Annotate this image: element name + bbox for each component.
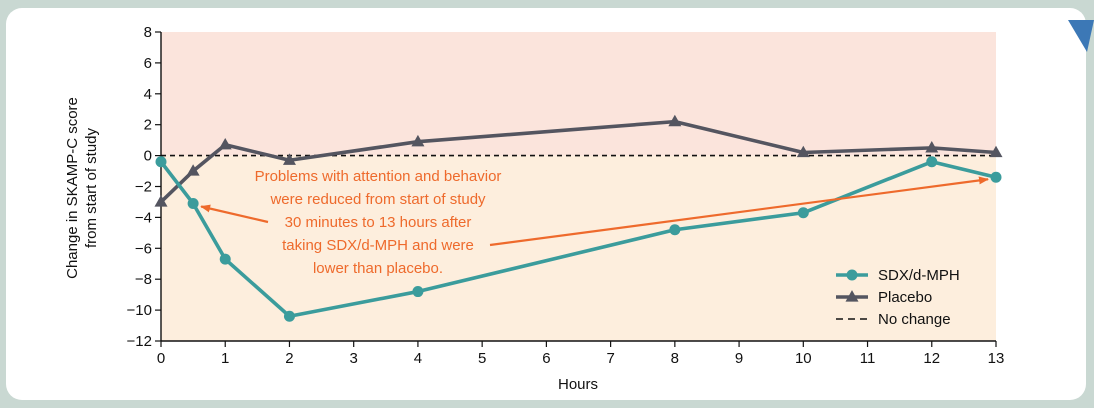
legend-label: Placebo — [878, 289, 932, 306]
x-tick-label: 2 — [285, 350, 293, 367]
legend-item-sdx: SDX/d-MPH — [836, 267, 960, 284]
data-point-placebo — [925, 141, 939, 153]
x-tick-label: 7 — [606, 350, 614, 367]
x-tick-label: 9 — [735, 350, 743, 367]
annotation-line: lower than placebo. — [313, 260, 443, 277]
x-tick-label: 10 — [795, 350, 812, 367]
y-tick-label: 8 — [144, 24, 152, 41]
x-tick-label: 0 — [157, 350, 165, 367]
y-tick-label: −10 — [127, 302, 152, 319]
data-point-sdx — [990, 171, 1002, 183]
x-tick-label: 13 — [988, 350, 1005, 367]
x-tick-label: 11 — [860, 350, 876, 367]
x-axis-label: Hours — [558, 376, 598, 393]
legend-item-placebo: Placebo — [836, 289, 932, 306]
legend-label: No change — [878, 311, 951, 328]
y-tick-label: −2 — [135, 179, 152, 196]
band-below-zero — [161, 155, 996, 341]
annotation-arrow — [489, 176, 989, 247]
y-axis-label-line2: from start of study — [83, 127, 100, 248]
annotation-line: Problems with attention and behavior — [255, 168, 502, 185]
data-point-placebo — [411, 134, 425, 147]
data-point-sdx — [412, 286, 424, 298]
data-point-sdx — [797, 207, 809, 219]
y-tick-label: −12 — [127, 333, 152, 350]
annotation-line: taking SDX/d-MPH and were — [282, 237, 474, 254]
x-tick-label: 1 — [221, 350, 229, 367]
data-point-placebo — [796, 145, 810, 158]
y-tick-label: −4 — [135, 209, 152, 226]
y-tick-label: 6 — [144, 55, 152, 72]
data-point-placebo — [186, 164, 200, 176]
data-point-placebo — [989, 145, 1003, 158]
x-tick-label: 12 — [923, 350, 940, 367]
y-tick-label: −6 — [135, 240, 152, 257]
y-tick-label: 2 — [144, 117, 152, 134]
legend-label: SDX/d-MPH — [878, 267, 960, 284]
data-point-placebo — [218, 137, 232, 150]
data-point-placebo — [154, 195, 168, 207]
data-point-sdx — [219, 253, 231, 265]
annotation-arrow — [200, 204, 269, 224]
data-point-sdx — [926, 156, 938, 168]
y-tick-label: 4 — [144, 86, 152, 103]
data-point-sdx — [187, 197, 199, 209]
data-point-sdx — [283, 310, 295, 322]
x-tick-label: 3 — [350, 350, 358, 367]
y-axis-label: Change in SKAMP-C score — [64, 97, 81, 279]
annotation-line: were reduced from start of study — [269, 191, 486, 208]
band-above-zero — [161, 32, 996, 156]
x-tick-label: 4 — [414, 350, 422, 367]
annotation-line: 30 minutes to 13 hours after — [285, 214, 472, 231]
y-tick-label: −8 — [135, 271, 152, 288]
data-point-placebo — [282, 153, 296, 165]
data-point-sdx — [155, 156, 167, 168]
y-tick-label: 0 — [144, 148, 152, 165]
data-point-sdx — [669, 224, 681, 236]
x-tick-label: 8 — [671, 350, 679, 367]
legend-marker — [846, 269, 858, 281]
legend-item-no-change: No change — [836, 311, 951, 328]
data-point-placebo — [668, 114, 682, 127]
x-tick-label: 6 — [542, 350, 550, 367]
legend-marker — [845, 290, 859, 302]
down-arrow-icon — [1068, 20, 1094, 52]
x-tick-label: 5 — [478, 350, 486, 367]
